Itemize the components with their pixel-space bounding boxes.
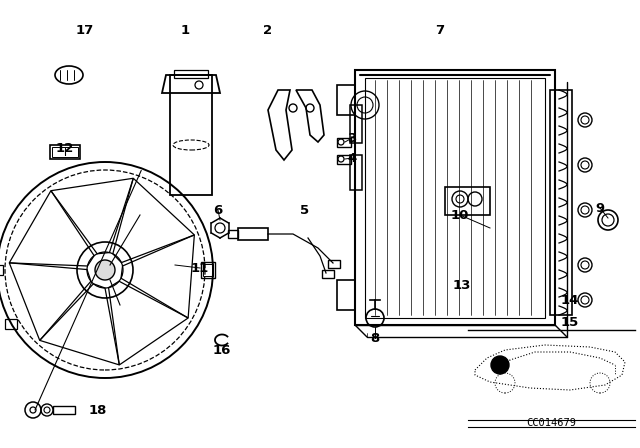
Bar: [50, 145, 80, 159]
Text: 3: 3: [348, 132, 356, 145]
Circle shape: [491, 356, 509, 374]
Text: 15: 15: [561, 315, 579, 328]
Circle shape: [95, 260, 115, 280]
Bar: [550, 90, 572, 315]
Text: 1: 1: [180, 23, 189, 36]
Bar: [322, 270, 334, 278]
Bar: [5, 319, 17, 329]
Bar: [228, 230, 238, 238]
Bar: [350, 105, 362, 143]
Bar: [0, 265, 3, 275]
Bar: [201, 262, 215, 278]
Text: 17: 17: [76, 23, 94, 36]
Bar: [365, 78, 545, 318]
Text: 18: 18: [89, 404, 107, 417]
Text: CC014679: CC014679: [526, 418, 576, 428]
Bar: [170, 75, 212, 195]
Text: 16: 16: [213, 344, 231, 357]
Text: 13: 13: [453, 279, 471, 292]
Text: 12: 12: [56, 142, 74, 155]
Text: 2: 2: [264, 23, 273, 36]
Text: 4: 4: [348, 151, 356, 164]
Bar: [337, 85, 355, 115]
Text: 11: 11: [191, 262, 209, 275]
Bar: [203, 264, 213, 276]
Bar: [52, 147, 78, 157]
Text: 7: 7: [435, 23, 445, 36]
Text: 10: 10: [451, 208, 469, 221]
Text: 14: 14: [561, 293, 579, 306]
Bar: [337, 155, 351, 164]
Bar: [445, 187, 490, 215]
Bar: [337, 138, 351, 147]
Bar: [328, 260, 340, 268]
Text: 9: 9: [595, 202, 605, 215]
Bar: [174, 70, 208, 78]
Bar: [337, 280, 355, 310]
Bar: [53, 406, 75, 414]
Text: 8: 8: [371, 332, 380, 345]
Text: 6: 6: [213, 203, 223, 216]
Bar: [238, 228, 268, 240]
Bar: [350, 155, 362, 190]
Text: 5: 5: [300, 203, 310, 216]
Bar: [355, 70, 555, 325]
